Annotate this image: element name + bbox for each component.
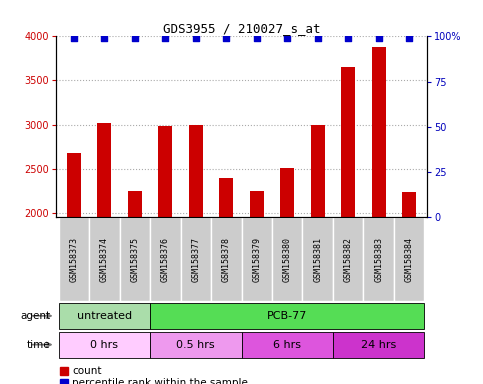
Point bbox=[375, 35, 383, 41]
Bar bbox=[158, 126, 172, 384]
Text: GSM158380: GSM158380 bbox=[283, 237, 292, 282]
Bar bbox=[341, 67, 355, 384]
Text: GSM158375: GSM158375 bbox=[130, 237, 139, 282]
Point bbox=[253, 35, 261, 41]
Text: GSM158377: GSM158377 bbox=[191, 237, 200, 282]
Text: PCB-77: PCB-77 bbox=[267, 311, 307, 321]
Bar bbox=[250, 190, 264, 384]
Text: time: time bbox=[27, 339, 51, 350]
Point bbox=[192, 35, 199, 41]
Bar bbox=[333, 217, 363, 301]
Bar bbox=[219, 178, 233, 384]
Bar bbox=[272, 217, 302, 301]
Bar bbox=[333, 332, 425, 358]
Bar bbox=[394, 217, 425, 301]
Bar bbox=[302, 217, 333, 301]
Bar bbox=[242, 217, 272, 301]
Bar bbox=[120, 217, 150, 301]
Text: GSM158374: GSM158374 bbox=[100, 237, 109, 282]
Text: GSM158382: GSM158382 bbox=[344, 237, 353, 282]
Text: agent: agent bbox=[21, 311, 51, 321]
Text: GSM158384: GSM158384 bbox=[405, 237, 413, 282]
Text: GSM158373: GSM158373 bbox=[70, 237, 78, 282]
Point bbox=[344, 35, 352, 41]
Bar bbox=[89, 217, 120, 301]
Point bbox=[100, 35, 108, 41]
Bar bbox=[280, 168, 294, 384]
Bar bbox=[58, 332, 150, 358]
Text: 0.5 hrs: 0.5 hrs bbox=[176, 339, 215, 350]
Bar bbox=[128, 192, 142, 384]
Text: GSM158379: GSM158379 bbox=[252, 237, 261, 282]
Bar bbox=[402, 192, 416, 384]
Text: untreated: untreated bbox=[77, 311, 132, 321]
Text: 24 hrs: 24 hrs bbox=[361, 339, 397, 350]
Point bbox=[222, 35, 230, 41]
Bar bbox=[211, 217, 242, 301]
Bar bbox=[67, 153, 81, 384]
Bar bbox=[98, 123, 111, 384]
Point bbox=[405, 35, 413, 41]
Bar bbox=[311, 126, 325, 384]
Bar bbox=[150, 217, 181, 301]
Text: 0 hrs: 0 hrs bbox=[90, 339, 118, 350]
Legend: count, percentile rank within the sample: count, percentile rank within the sample bbox=[61, 366, 248, 384]
Text: GSM158376: GSM158376 bbox=[161, 237, 170, 282]
Point bbox=[314, 35, 322, 41]
Bar bbox=[150, 303, 425, 329]
Bar bbox=[372, 47, 385, 384]
Bar bbox=[242, 332, 333, 358]
Text: GSM158381: GSM158381 bbox=[313, 237, 322, 282]
Point bbox=[131, 35, 139, 41]
Text: GSM158378: GSM158378 bbox=[222, 237, 231, 282]
Title: GDS3955 / 210027_s_at: GDS3955 / 210027_s_at bbox=[163, 22, 320, 35]
Bar bbox=[58, 303, 150, 329]
Bar bbox=[363, 217, 394, 301]
Bar bbox=[58, 217, 89, 301]
Bar bbox=[150, 332, 242, 358]
Bar bbox=[189, 126, 203, 384]
Bar bbox=[181, 217, 211, 301]
Text: GSM158383: GSM158383 bbox=[374, 237, 383, 282]
Text: 6 hrs: 6 hrs bbox=[273, 339, 301, 350]
Point bbox=[70, 35, 78, 41]
Point bbox=[284, 35, 291, 41]
Point bbox=[161, 35, 169, 41]
